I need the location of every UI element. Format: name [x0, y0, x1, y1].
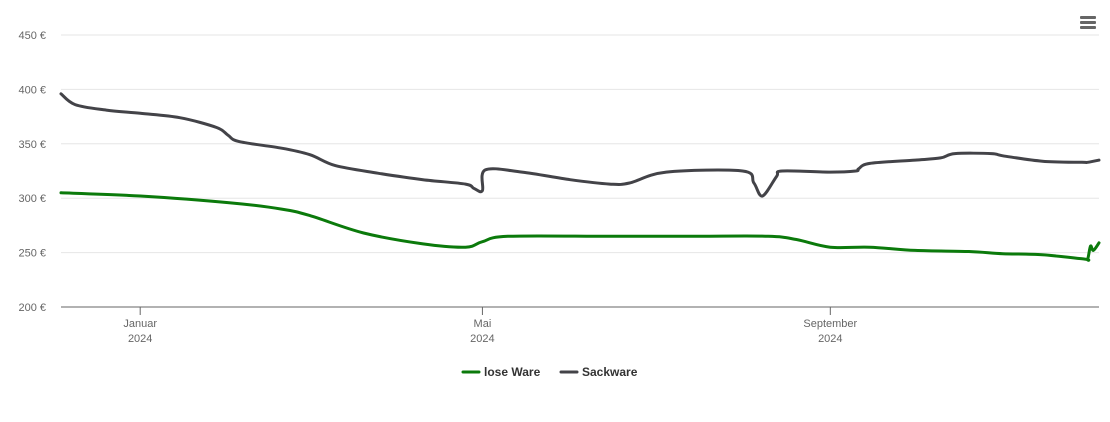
series-lines: [59, 92, 1101, 262]
y-axis-labels: 200 € 250 € 300 € 350 € 400 € 450 €: [18, 30, 46, 314]
legend-item-lose-ware[interactable]: lose Ware: [461, 365, 541, 379]
x-tick-label-year: 2024: [470, 333, 494, 345]
y-tick-label: 400 €: [18, 84, 46, 96]
chart-menu-button[interactable]: [1078, 14, 1098, 30]
x-tick-label-month: September: [803, 318, 857, 330]
y-tick-label: 200 €: [18, 302, 46, 314]
y-tick-label: 300 €: [18, 193, 46, 205]
legend-label: Sackware: [582, 365, 638, 379]
x-tick-label-month: Januar: [123, 318, 157, 330]
x-tick-label-year: 2024: [818, 333, 842, 345]
legend-item-sackware[interactable]: Sackware: [559, 365, 638, 379]
y-tick-label: 250 €: [18, 248, 46, 260]
hamburger-menu-icon[interactable]: [1080, 16, 1096, 29]
y-tick-label: 350 €: [18, 139, 46, 151]
legend-label: lose Ware: [484, 365, 541, 379]
series-line-lose-ware[interactable]: [59, 191, 1101, 262]
y-tick-label: 450 €: [18, 30, 46, 42]
grid-lines: [61, 34, 1099, 254]
x-tick-label-month: Mai: [474, 318, 492, 330]
series-line-sackware[interactable]: [59, 92, 1101, 198]
x-axis-labels: Januar 2024 Mai 2024 September 2024: [123, 307, 858, 345]
x-tick-label-year: 2024: [128, 333, 152, 345]
legend: lose Ware Sackware: [461, 365, 638, 379]
